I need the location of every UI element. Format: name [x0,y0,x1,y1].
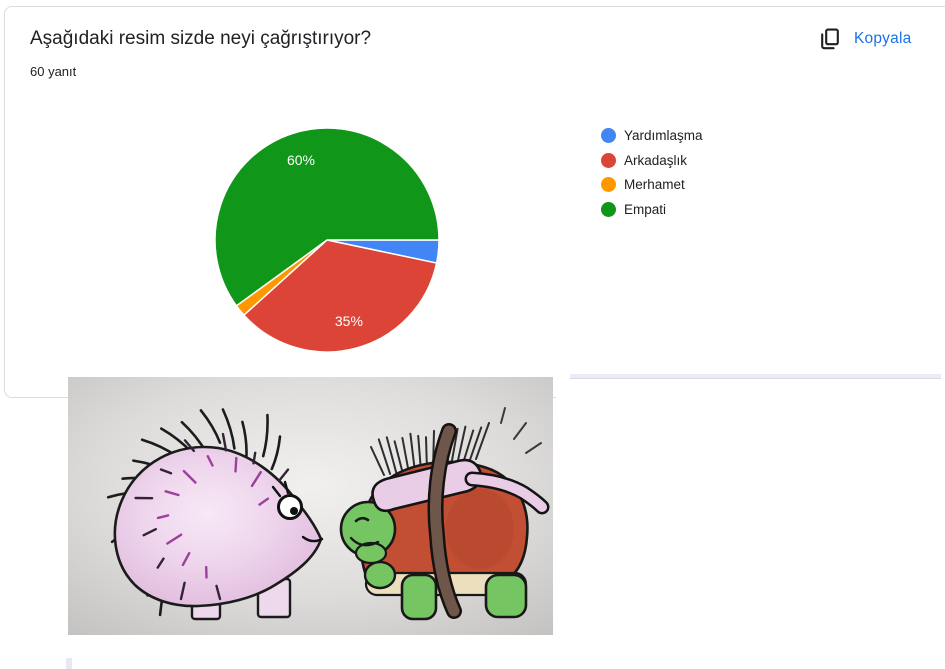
sketch-strokes [500,407,542,454]
legend-dot [601,128,616,143]
hedgehog-drawing [106,408,324,621]
turtle-smile [349,536,380,547]
copy-icon [818,27,842,51]
pie-slice-label: 35% [335,313,363,329]
legend-label: Yardımlaşma [624,128,703,143]
hedgehog-smile [301,535,324,543]
turtle-drawing [339,407,550,621]
legend-item: Empati [601,201,703,217]
card-edge-cover [556,379,945,405]
hedgehog-pupil [290,507,298,515]
hedgehog-inner-dashes [156,455,270,579]
pie-slice-Empati[interactable] [214,127,440,307]
pie-chart: 35% 60% [207,120,447,360]
legend-item: Yardımlaşma [601,128,703,143]
shell-shading [446,489,514,569]
legend-dot [601,152,616,168]
turtle-back-leg [484,573,528,619]
brush-handle [467,474,547,512]
pie-slice-Arkadaşlık[interactable] [243,239,438,353]
turtle-chin [354,541,388,565]
pie-slice-label: 60% [287,152,315,168]
strap [430,425,460,617]
hedgehog-eyelashes [271,480,290,498]
copy-button[interactable]: Kopyala [816,25,913,53]
question-title: Aşağıdaki resim sizde neyi çağrıştırıyor… [30,28,372,49]
copy-button-label: Kopyala [854,30,912,47]
next-card-corner [66,658,72,669]
legend-label: Arkadaşlık [624,152,688,168]
chart-legend: Yardımlaşma Arkadaşlık Merhamet Empati [601,128,703,217]
legend-label: Merhamet [624,177,685,192]
question-image [68,377,553,635]
brush-head [371,458,483,513]
legend-label: Empati [624,201,667,217]
legend-dot [601,177,616,192]
hedgehog-inner-dashes [134,432,290,601]
turtle-arm [363,560,397,590]
legend-item: Merhamet [601,177,703,192]
legend-item: Arkadaşlık [601,152,703,168]
response-count: 60 yanıt [30,64,77,79]
hedgehog-eye [277,494,303,520]
question-card [4,6,945,398]
legend-dot [601,201,616,217]
turtle-front-leg [400,573,438,621]
next-card-top-edge [570,374,941,379]
turtle-eye [354,516,370,523]
